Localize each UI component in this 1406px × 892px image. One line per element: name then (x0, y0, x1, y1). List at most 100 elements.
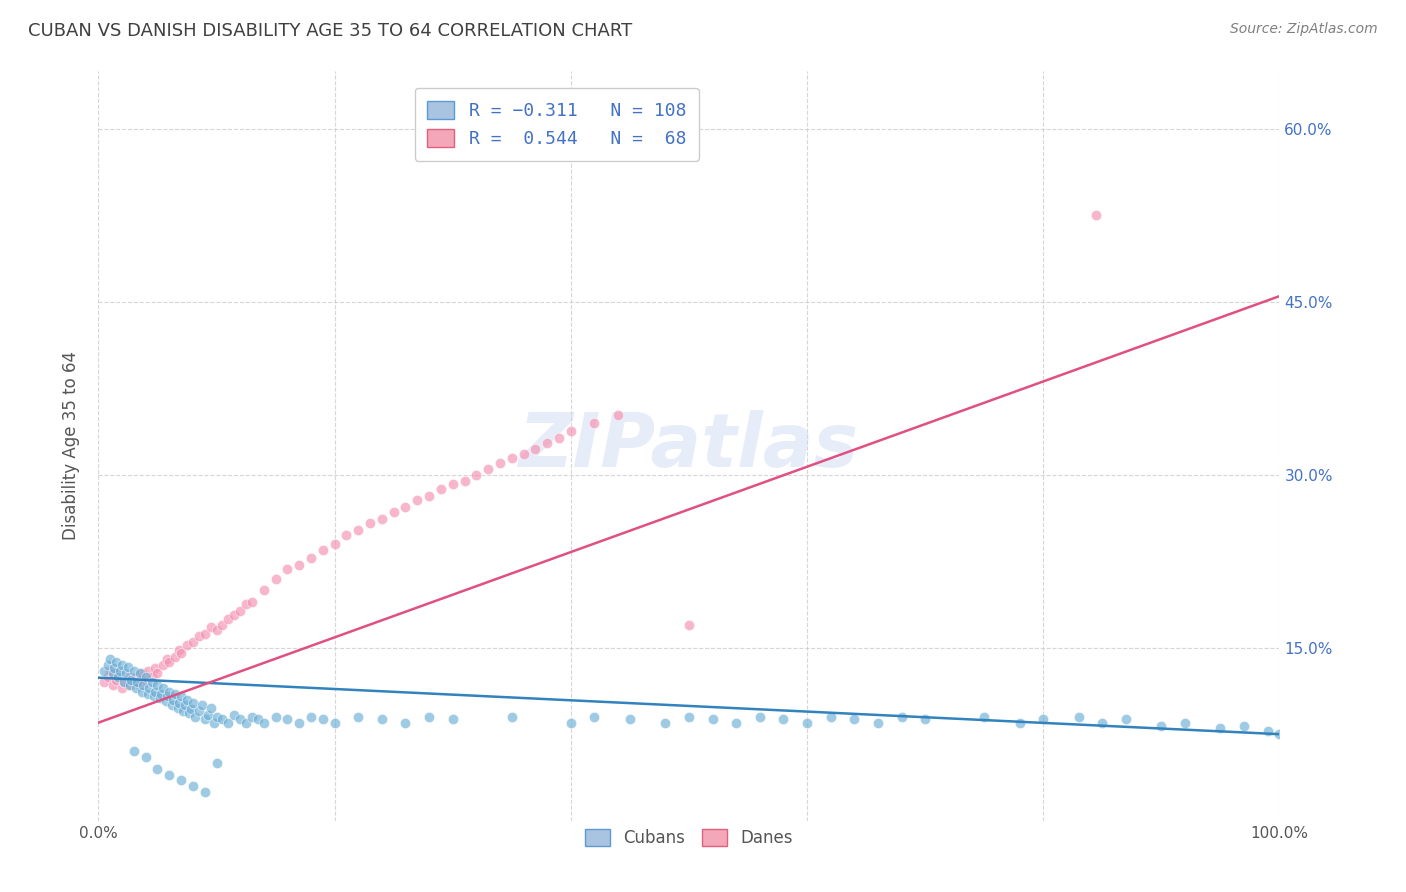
Point (347, 523, 370, 537)
Point (430, 482, 453, 496)
Point (103, 661, 125, 675)
Point (181, 779, 204, 793)
Point (112, 675, 135, 690)
Point (107, 666, 129, 681)
Point (166, 700, 188, 714)
Point (536, 435, 558, 450)
Point (253, 715, 276, 730)
Point (194, 785, 217, 799)
Point (157, 684, 180, 698)
Point (477, 462, 499, 476)
Point (748, 710, 770, 724)
Point (229, 604, 252, 618)
Point (128, 666, 150, 681)
Point (844, 712, 866, 726)
Point (382, 505, 405, 519)
Point (165, 687, 187, 701)
Point (152, 658, 174, 673)
Point (335, 528, 357, 542)
Point (725, 715, 748, 730)
Point (200, 620, 222, 634)
Point (176, 692, 198, 706)
Point (101, 666, 124, 681)
Point (162, 692, 184, 706)
Point (323, 537, 346, 551)
Point (224, 608, 246, 623)
Point (205, 710, 228, 724)
Point (105, 673, 128, 687)
Point (973, 710, 995, 724)
Point (312, 542, 335, 557)
Point (176, 639, 198, 653)
Point (112, 675, 135, 690)
Point (288, 558, 311, 572)
Point (890, 710, 912, 724)
Point (114, 666, 136, 681)
Point (121, 673, 143, 687)
Point (117, 660, 139, 674)
Point (107, 669, 129, 683)
Point (583, 416, 606, 430)
Legend: Cubans, Danes: Cubans, Danes (575, 819, 803, 857)
Point (197, 707, 219, 722)
Point (1008, 715, 1031, 730)
Point (1115, 712, 1137, 726)
Point (187, 704, 209, 718)
Point (678, 710, 700, 724)
Point (1209, 722, 1232, 736)
Point (394, 500, 416, 514)
Point (150, 687, 173, 701)
Point (157, 655, 180, 669)
Point (117, 678, 139, 692)
Text: Source: ZipAtlas.com: Source: ZipAtlas.com (1230, 22, 1378, 37)
Point (143, 684, 166, 698)
Point (224, 707, 246, 722)
Point (160, 698, 183, 713)
Point (406, 493, 429, 508)
Point (141, 675, 163, 690)
Point (359, 516, 381, 531)
Point (194, 627, 217, 641)
Point (211, 617, 233, 632)
Point (489, 456, 512, 470)
Text: CUBAN VS DANISH DISABILITY AGE 35 TO 64 CORRELATION CHART: CUBAN VS DANISH DISABILITY AGE 35 TO 64 … (28, 22, 633, 40)
Point (128, 678, 150, 692)
Point (217, 715, 239, 730)
Point (146, 678, 169, 692)
Point (560, 715, 582, 730)
Point (98, 664, 121, 678)
Point (156, 689, 179, 703)
Point (173, 698, 195, 713)
Point (146, 666, 169, 681)
Point (170, 647, 193, 661)
Point (264, 710, 287, 724)
Point (101, 678, 124, 692)
Point (135, 669, 157, 683)
Point (796, 715, 818, 730)
Point (371, 712, 394, 726)
Point (524, 442, 547, 457)
Point (122, 675, 145, 690)
Point (135, 673, 157, 687)
Point (371, 511, 394, 525)
Point (240, 594, 263, 608)
Point (93, 664, 115, 678)
Point (512, 447, 534, 461)
Point (152, 681, 174, 695)
Point (149, 691, 172, 706)
Point (136, 664, 159, 678)
Point (276, 562, 298, 576)
Point (122, 744, 145, 758)
Point (299, 550, 322, 565)
Point (181, 696, 204, 710)
Point (418, 710, 440, 724)
Point (180, 702, 202, 716)
Point (441, 712, 464, 726)
Point (181, 635, 204, 649)
Point (253, 583, 276, 598)
Point (501, 450, 523, 465)
Point (246, 712, 269, 726)
Point (264, 572, 287, 586)
Point (205, 756, 228, 770)
Point (191, 698, 214, 713)
